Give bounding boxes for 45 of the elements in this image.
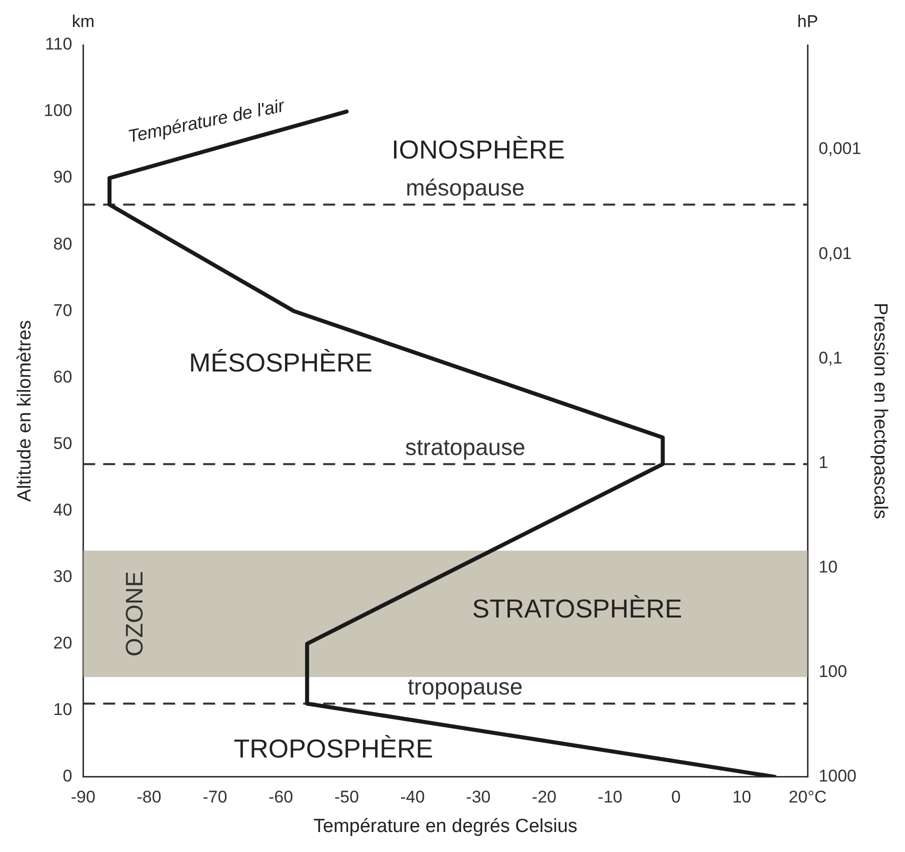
y2-axis-title: Pression en hectopascals [869, 302, 890, 520]
y-tick-label: 10 [53, 700, 72, 719]
x-tick-label: -40 [400, 788, 425, 807]
y-tick-label: 90 [53, 168, 72, 187]
x-tick-label: -80 [136, 788, 162, 807]
y2-tick-label: 0,1 [818, 348, 842, 368]
y-tick-label: 30 [53, 566, 72, 586]
y-tick-label: 100 [44, 101, 72, 120]
annotation: MÉSOSPHÈRE [189, 348, 373, 378]
x-tick-label: -60 [268, 788, 294, 807]
text: hP [797, 12, 818, 32]
band-label: OZONE [121, 571, 148, 656]
y-tick-label: 70 [53, 300, 72, 320]
y-tick-label: 40 [53, 500, 72, 520]
x-tick-label: 20°C [788, 788, 827, 807]
annotation: IONOSPHÈRE [392, 134, 566, 165]
annotation: TROPOSPHÈRE [234, 733, 434, 764]
x-axis-title: Température en degrés Celsius [313, 816, 578, 837]
x-tick-label: -10 [598, 788, 622, 807]
x-tick-label: -90 [70, 788, 96, 807]
y-tick-label: 20 [53, 633, 72, 652]
y2-tick-label: 1 [818, 452, 828, 472]
x-tick-label: -70 [202, 788, 228, 807]
y2-tick-label: 0,001 [818, 139, 862, 158]
text: km [72, 12, 94, 32]
y-axis-title: Altitude en kilomètres [14, 320, 36, 502]
y2-tick-label: 1000 [818, 766, 856, 786]
x-tick-label: -50 [334, 788, 359, 807]
x-tick-label: -20 [532, 788, 556, 807]
y-tick-label: 110 [45, 34, 72, 54]
ref-line-label: stratopause [405, 434, 526, 460]
x-tick-label: -30 [466, 788, 491, 807]
y2-tick-label: 10 [818, 557, 838, 576]
y2-tick-label: 100 [818, 662, 848, 681]
y-tick-label: 0 [62, 766, 72, 786]
annotation: STRATOSPHÈRE [472, 594, 682, 624]
annotation: Température de l'air [126, 95, 287, 147]
y-tick-label: 80 [53, 234, 72, 254]
y2-tick-label: 0,01 [818, 244, 852, 263]
x-tick-label: 0 [671, 788, 681, 807]
y-tick-label: 60 [53, 367, 72, 386]
x-tick-label: 10 [732, 788, 752, 807]
ref-line-label: tropopause [408, 673, 523, 700]
y-tick-label: 50 [53, 434, 72, 453]
ref-line-label: mésopause [406, 174, 525, 201]
